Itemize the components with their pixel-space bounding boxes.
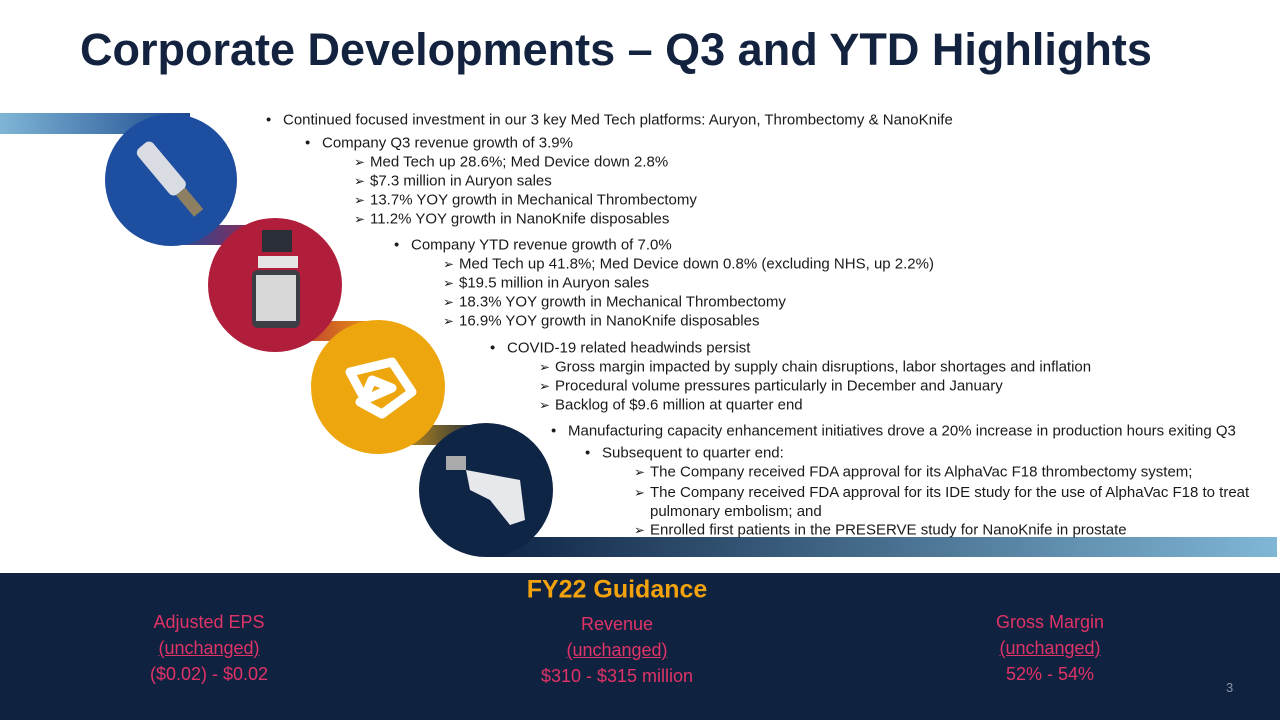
- guidance-band: [0, 573, 1280, 720]
- sub-bullet: The Company received FDA approval for it…: [634, 463, 1192, 482]
- status: (unchanged): [999, 638, 1101, 658]
- sub-bullet: 16.9% YOY growth in NanoKnife disposable…: [443, 312, 759, 331]
- sub-bullet: Enrolled first patients in the PRESERVE …: [634, 521, 1127, 540]
- sub-bullet: 11.2% YOY growth in NanoKnife disposable…: [354, 210, 669, 229]
- sub-bullet: $7.3 million in Auryon sales: [354, 172, 552, 191]
- guidance-item: Revenue (unchanged) $310 - $315 million: [541, 611, 693, 689]
- sub-bullet: Backlog of $9.6 million at quarter end: [539, 396, 803, 415]
- sub-bullet: The Company received FDA approval for it…: [634, 483, 1260, 521]
- value: $310 - $315 million: [540, 666, 694, 686]
- guidance-item: Gross Margin (unchanged) 52% - 54%: [996, 609, 1104, 687]
- sub-bullet: Med Tech up 28.6%; Med Device down 2.8%: [354, 153, 668, 172]
- bullet: Continued focused investment in our 3 ke…: [266, 111, 953, 130]
- sub-bullet: $19.5 million in Auryon sales: [443, 274, 649, 293]
- status: (unchanged): [158, 638, 260, 658]
- sub-bullet: Med Tech up 41.8%; Med Device down 0.8% …: [443, 255, 934, 274]
- title: Corporate Developments – Q3 and YTD High…: [80, 24, 1152, 75]
- label: Gross Margin: [995, 612, 1105, 632]
- label: Adjusted EPS: [153, 612, 265, 632]
- guidance-title: FY22 Guidance: [526, 575, 708, 604]
- bullet: Company Q3 revenue growth of 3.9%: [305, 134, 573, 153]
- logo-icon: [345, 357, 417, 419]
- bullet: Company YTD revenue growth of 7.0%: [394, 236, 672, 255]
- sub-bullet: Procedural volume pressures particularly…: [539, 377, 1003, 396]
- device-icon: [136, 141, 204, 217]
- decoration: [0, 113, 1277, 557]
- label: Revenue: [580, 614, 654, 634]
- sub-bullet: Gross margin impacted by supply chain di…: [539, 358, 1091, 377]
- value: ($0.02) - $0.02: [149, 664, 269, 684]
- bar-bottom: [486, 537, 1277, 557]
- value: 52% - 54%: [1005, 664, 1095, 684]
- page-number: 3: [1226, 680, 1234, 695]
- bullet: COVID-19 related headwinds persist: [490, 339, 750, 358]
- bullet: Manufacturing capacity enhancement initi…: [551, 422, 1236, 441]
- sub-bullet: 13.7% YOY growth in Mechanical Thrombect…: [354, 191, 697, 210]
- status: (unchanged): [566, 640, 668, 660]
- guidance-item: Adjusted EPS (unchanged) ($0.02) - $0.02: [150, 609, 268, 687]
- sub-bullet: 18.3% YOY growth in Mechanical Thrombect…: [443, 293, 786, 312]
- bullet: Subsequent to quarter end:: [585, 444, 784, 463]
- console-icon: [252, 230, 300, 328]
- handle-icon: [446, 456, 525, 525]
